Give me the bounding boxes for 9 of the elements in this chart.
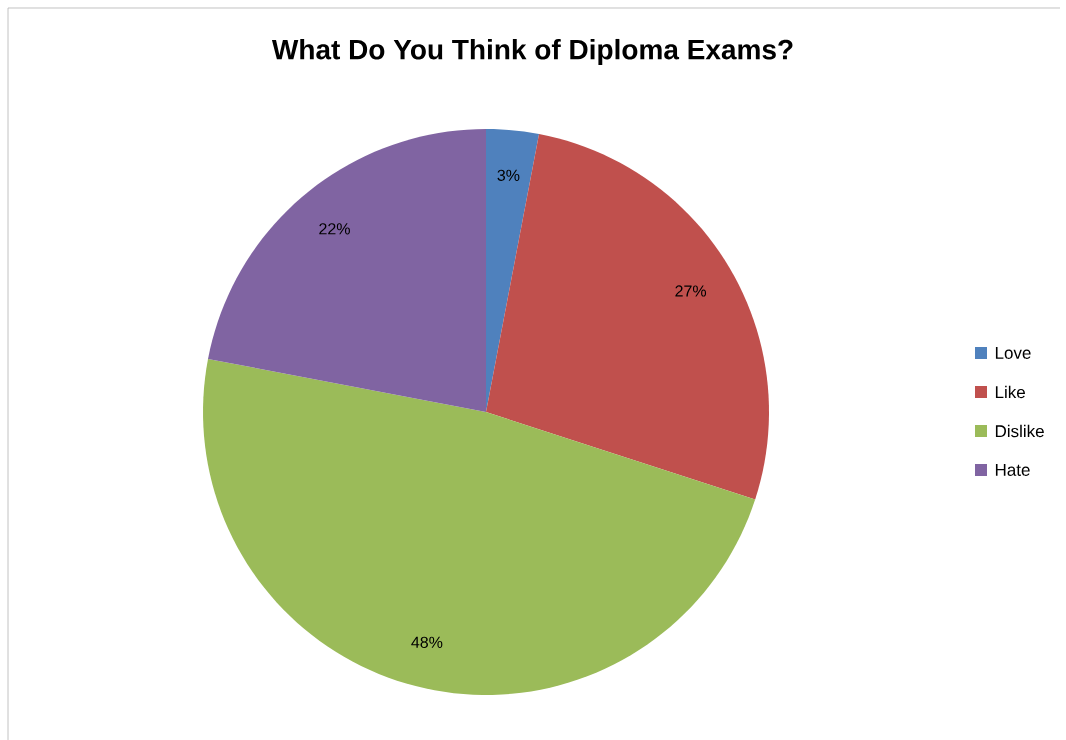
legend-label: Love xyxy=(995,346,1031,359)
legend-label: Like xyxy=(995,385,1025,399)
legend-label: Dislike xyxy=(995,424,1044,438)
chart-title: What Do You Think of Diploma Exams? xyxy=(271,38,793,65)
data-label: 27% xyxy=(675,285,707,297)
data-label: 48% xyxy=(411,636,443,648)
data-label: 3% xyxy=(497,169,520,181)
data-label: 22% xyxy=(319,222,350,235)
legend-label: Hate xyxy=(995,463,1030,476)
